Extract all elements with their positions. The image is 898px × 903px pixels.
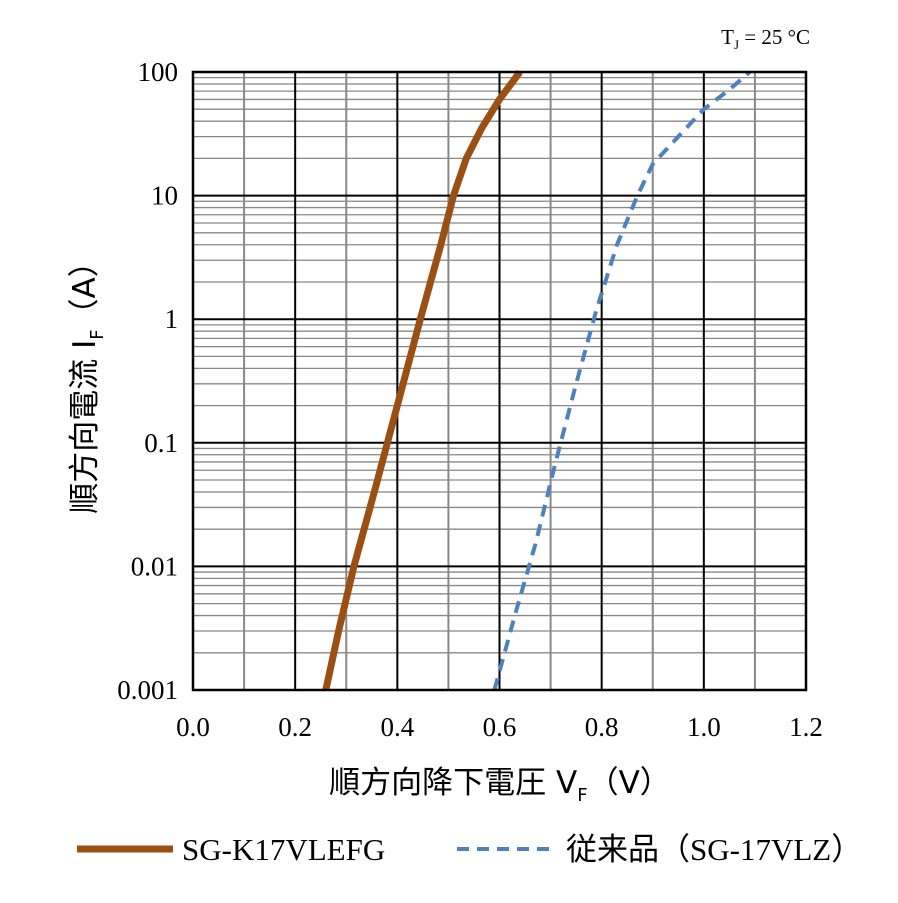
y-tick-label: 10 [151,181,178,211]
x-tick-label: 0.2 [278,712,312,742]
x-tick-label: 0.6 [483,712,517,742]
x-tick-label: 0.0 [176,712,210,742]
y-tick-labels: 0.001 0.01 0.1 1 10 100 [117,57,178,705]
x-axis-label-main: 順方向降下電圧 V [329,765,577,801]
x-tick-label: 0.4 [380,712,414,742]
legend-label-sg-k17vlefg: SG-K17VLEFG [182,832,385,867]
x-tick-label: 1.0 [687,712,721,742]
annotation-main: T [721,25,734,49]
x-tick-labels: 0.0 0.2 0.4 0.6 0.8 1.0 1.2 [176,712,823,742]
y-axis-label: 順方向電流 IF（A） [67,246,108,514]
annotation-sub: J [734,37,739,52]
y-tick-label: 1 [165,304,179,334]
legend-label-sg-17vlz: 従来品（SG-17VLZ） [566,832,862,867]
major-gridlines [193,72,806,690]
y-axis-label-sub: F [87,329,108,339]
x-axis-label: 順方向降下電圧 VF（V） [329,765,671,806]
y-tick-label: 0.01 [131,551,178,581]
x-axis-label-sub: F [577,785,587,806]
y-tick-label: 0.1 [144,428,178,458]
plot-frame [191,70,808,692]
series-line-sg-17vlz [492,70,752,691]
y-axis-label-rest: （A） [67,246,103,329]
series-line-sg-k17vlefg [322,69,523,691]
x-axis-label-rest: （V） [588,765,671,801]
annotation-rest: = 25 °C [739,25,810,49]
x-tick-label: 1.2 [789,712,823,742]
series-layer [322,69,752,691]
y-tick-label: 100 [138,57,179,87]
legend: SG-K17VLEFG 従来品（SG-17VLZ） [77,832,862,867]
junction-temperature-annotation: TJ = 25 °C [721,25,810,52]
y-tick-label: 0.001 [117,675,178,705]
x-tick-label: 0.8 [585,712,619,742]
y-axis-label-main: 順方向電流 I [67,340,103,514]
